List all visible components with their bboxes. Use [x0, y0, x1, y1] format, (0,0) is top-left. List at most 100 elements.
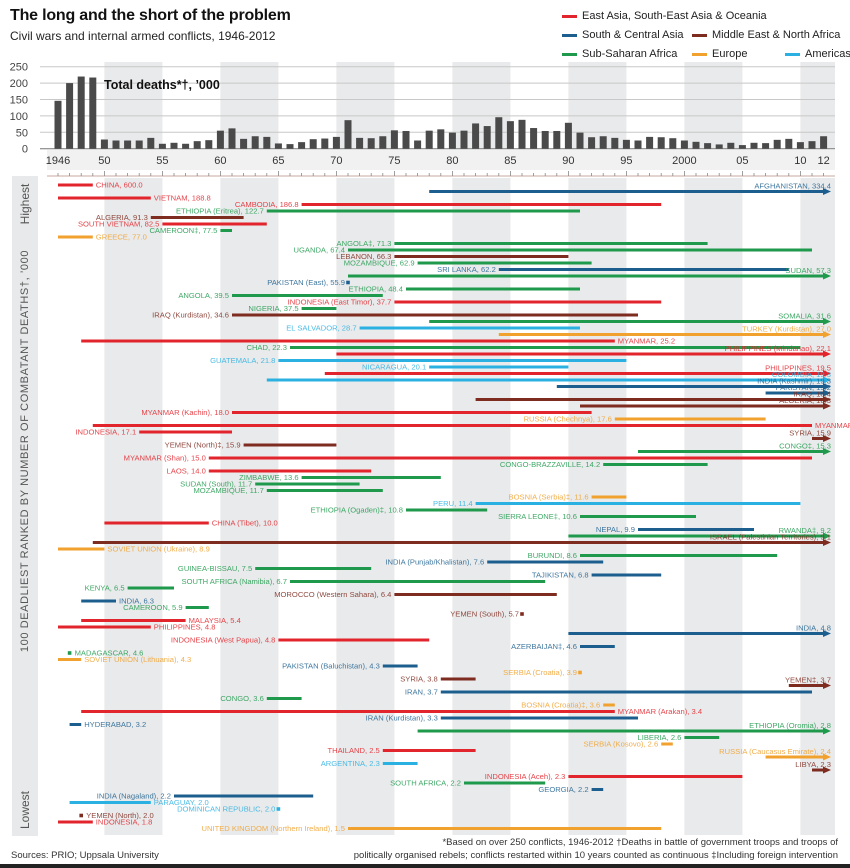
death-bar-2008 [773, 139, 781, 149]
conflict-label: INDIA, 6.3 [119, 597, 154, 606]
death-bar-1976 [402, 130, 410, 149]
conflict-row: LEBANON, 66.3 [336, 252, 569, 261]
conflict-label: SOUTH VIETNAM, 82.5 [78, 220, 159, 229]
conflict-label: CHINA (Tibet), 10.0 [212, 519, 278, 528]
death-bar-1997 [646, 136, 654, 149]
conflict-label: ANGOLA, 39.5 [178, 291, 229, 300]
conflict-row: ISRAEL (Palestinian Territories), 9.1 [92, 533, 831, 546]
death-bar-1967 [298, 142, 306, 149]
x-tick-label: 50 [98, 155, 110, 167]
ongoing-arrow-icon [823, 370, 831, 377]
death-bar-1991 [576, 132, 584, 149]
conflict-label: MYANMAR (Arakan), 3.4 [618, 707, 702, 716]
y-tick-label: 0 [22, 144, 28, 156]
conflict-row: RUSSIA (Chechnya), 17.6 [524, 415, 766, 424]
conflict-row: KENYA, 6.5 [85, 584, 174, 593]
conflict-row: ANGOLA, 39.5 [178, 291, 383, 300]
conflict-label: ETHIOPIA, 48.4 [349, 285, 403, 294]
death-bar-1963 [251, 136, 259, 149]
death-bar-1999 [669, 138, 677, 149]
conflict-label: GUATEMALA, 21.8 [210, 356, 275, 365]
conflict-row: SIERRA LEONE‡, 10.6 [498, 512, 696, 521]
period-band [220, 178, 279, 835]
conflict-row: INDIA, 6.3 [81, 597, 154, 606]
death-bar-1986 [518, 119, 526, 149]
legend-item-south-central-asia: South & Central Asia [562, 29, 684, 41]
death-bar-1951 [112, 140, 120, 149]
conflict-row: SYRIA, 15.9 [789, 429, 831, 442]
conflict-row: AZERBAIJAN‡, 4.6 [511, 642, 615, 651]
death-bar-2009 [785, 138, 793, 149]
legend-swatch [692, 33, 707, 37]
conflict-label: INDIA (Nagaland), 2.2 [97, 792, 171, 801]
death-bar-1965 [274, 143, 282, 149]
source-note: Sources: PRIO; Uppsala University [11, 850, 159, 861]
conflict-label: SOVIET UNION (Lithuania), 4.3 [84, 655, 191, 664]
conflict-label: PHILIPPINES (Mindanao), 22.1 [725, 344, 831, 353]
conflict-row: INDONESIA, 17.1 [75, 428, 232, 437]
death-bar-1994 [611, 137, 619, 149]
death-bar-1980 [448, 132, 456, 149]
death-bar-1971 [344, 120, 352, 149]
conflict-label: TURKEY (Kurdistan), 27.0 [742, 325, 831, 334]
conflict-label: NEPAL, 9.9 [596, 525, 635, 534]
death-bar-1950 [100, 139, 108, 149]
conflict-label: LIBERIA, 2.6 [637, 733, 681, 742]
conflict-row: GEORGIA, 2.2 [538, 785, 604, 794]
conflict-row: MADAGASCAR, 4.6 [67, 649, 143, 658]
conflict-row: NEPAL, 9.9 [596, 525, 754, 534]
conflict-label: SERBIA (Croatia), 3.9 [503, 668, 577, 677]
conflict-label: RUSSIA (Caucasus Emirate), 2.4 [719, 747, 831, 756]
ongoing-arrow-icon [823, 766, 831, 774]
death-bar-1975 [390, 130, 398, 149]
conflict-row: CONGO-BRAZZAVILLE, 14.2 [500, 460, 708, 469]
legend-swatch [562, 14, 577, 18]
death-bar-1947 [66, 83, 74, 149]
conflict-label: CONGO‡, 15.3 [779, 442, 831, 451]
conflict-row: PAKISTAN (Baluchistan), 4.3 [282, 662, 418, 671]
death-bar-1964 [263, 136, 271, 149]
page-subtitle: Civil wars and internal armed conflicts,… [10, 29, 276, 43]
x-axis-strip [47, 150, 835, 170]
conflict-row: YEMEN (North), 2.0 [79, 811, 154, 820]
conflict-row: PHILIPPINES, 19.5 [324, 364, 831, 377]
ongoing-arrow-icon [823, 383, 831, 390]
conflict-label: IRAN, 3.7 [405, 688, 438, 697]
conflict-row: SUDAN (South), 11.7 [180, 480, 360, 489]
period-band [684, 62, 743, 149]
conflict-row: CHINA (Tibet), 10.0 [104, 519, 278, 528]
period-band [684, 178, 743, 835]
conflict-label: YEMEN (North), 2.0 [86, 811, 154, 820]
ongoing-arrow-icon [823, 539, 831, 546]
conflict-marker [67, 651, 72, 655]
conflict-row: LIBYA, 2.3 [795, 760, 831, 774]
conflict-label: MYANMAR, 25.2 [618, 337, 675, 346]
death-bar-1993 [599, 136, 607, 149]
conflict-label: MOZAMBIQUE, 11.7 [193, 486, 263, 495]
legend-item-americas: Americas [785, 48, 850, 60]
conflict-row: MOZAMBIQUE, 62.9 [344, 259, 592, 268]
conflict-row: ARGENTINA, 2.3 [321, 759, 418, 768]
conflict-row: AFGHANISTAN, 334.4 [429, 182, 831, 195]
conflict-row: IRAN (Kurdistan), 3.3 [366, 714, 638, 723]
conflict-row: NIGERIA, 37.5 [248, 304, 337, 313]
death-bar-1969 [321, 138, 329, 149]
conflict-label: THAILAND, 2.5 [327, 746, 379, 755]
conflict-label: RUSSIA (Chechnya), 17.6 [524, 415, 612, 424]
death-bar-1990 [564, 122, 572, 149]
death-bar-1955 [158, 143, 166, 149]
death-bar-1979 [437, 129, 445, 149]
legend-swatch [785, 52, 800, 56]
death-bar-2012 [820, 136, 828, 149]
death-bar-1966 [286, 144, 294, 149]
death-bar-2000 [680, 140, 688, 149]
footnote-2: politically organised rebels; conflicts … [353, 850, 838, 861]
death-bar-1974 [379, 136, 387, 149]
conflict-label: INDIA (Kashmir), 19.3 [757, 377, 831, 386]
ongoing-arrow-icon [823, 272, 831, 280]
conflict-row: CHAD, 22.3 [246, 343, 801, 352]
conflict-row: INDIA (Nagaland), 2.2 [97, 792, 314, 801]
conflict-row: MALAYSIA, 5.4 [81, 616, 241, 625]
death-bar-1987 [530, 128, 538, 149]
conflict-label: RWANDA‡, 9.2 [779, 526, 831, 535]
